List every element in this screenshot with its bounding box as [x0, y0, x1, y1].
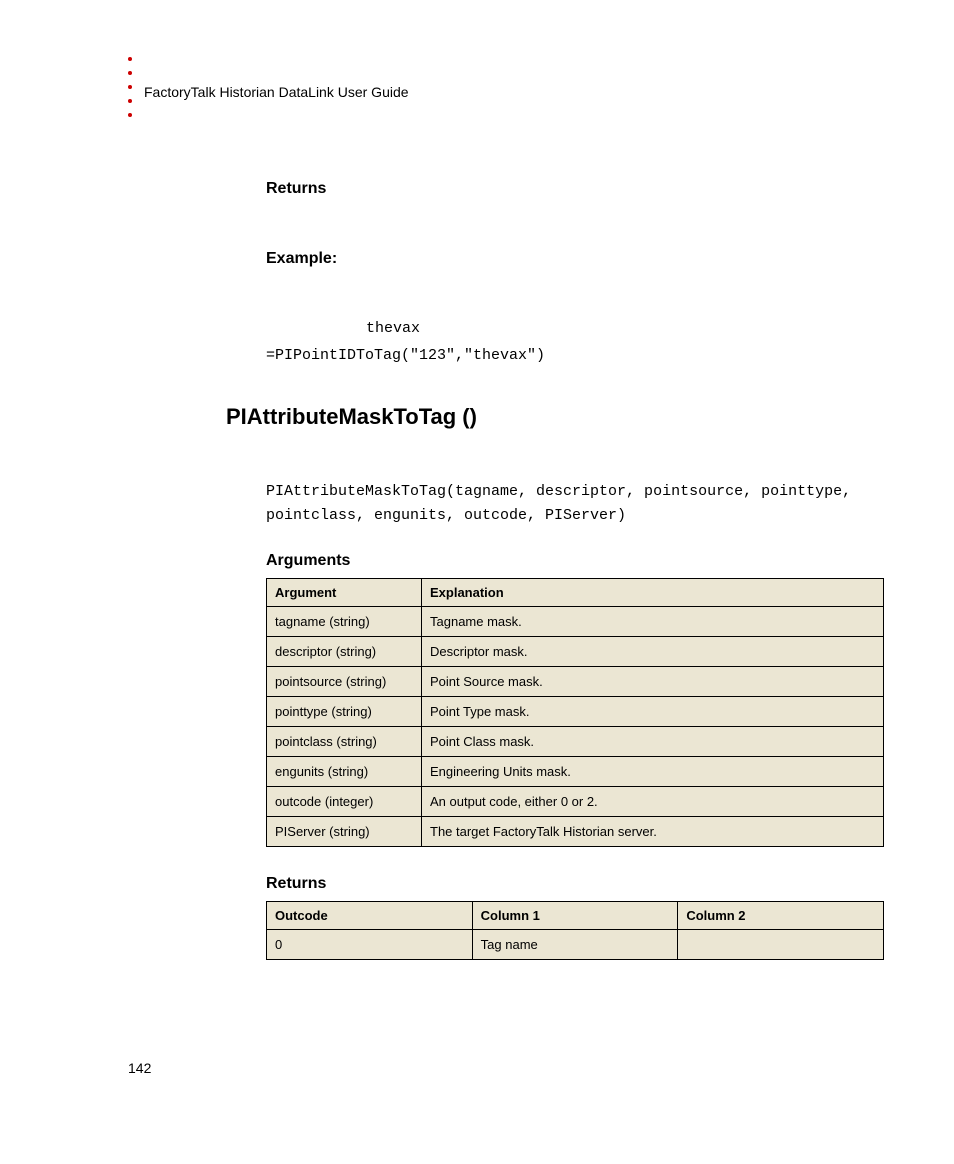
- returns-table: Outcode Column 1 Column 2 0Tag name: [266, 901, 884, 960]
- table-row: pointclass (string)Point Class mask.: [267, 727, 884, 757]
- bullet-icon: [128, 85, 132, 89]
- args-header-explanation: Explanation: [422, 579, 884, 607]
- table-row: descriptor (string)Descriptor mask.: [267, 637, 884, 667]
- example-heading: Example:: [266, 250, 884, 268]
- returns-header-outcode: Outcode: [267, 902, 473, 930]
- returns-cell: [678, 930, 884, 960]
- args-cell-explanation: Tagname mask.: [422, 607, 884, 637]
- args-cell-explanation: Point Type mask.: [422, 697, 884, 727]
- arguments-table: Argument Explanation tagname (string)Tag…: [266, 578, 884, 847]
- args-cell-argument: PIServer (string): [267, 817, 422, 847]
- example-code: =PIPointIDToTag("123","thevax"): [266, 347, 884, 364]
- table-row: PIServer (string)The target FactoryTalk …: [267, 817, 884, 847]
- example-thevax-text: thevax: [366, 320, 884, 337]
- returns-cell: 0: [267, 930, 473, 960]
- args-cell-argument: pointsource (string): [267, 667, 422, 697]
- returns-heading-2: Returns: [266, 875, 884, 893]
- args-cell-argument: descriptor (string): [267, 637, 422, 667]
- table-row: outcode (integer)An output code, either …: [267, 787, 884, 817]
- args-cell-argument: outcode (integer): [267, 787, 422, 817]
- returns-header-col2: Column 2: [678, 902, 884, 930]
- header-bullets: [128, 57, 132, 117]
- table-row: engunits (string)Engineering Units mask.: [267, 757, 884, 787]
- args-cell-explanation: Point Class mask.: [422, 727, 884, 757]
- function-syntax: PIAttributeMaskToTag(tagname, descriptor…: [266, 480, 884, 528]
- args-cell-argument: pointclass (string): [267, 727, 422, 757]
- args-cell-explanation: Point Source mask.: [422, 667, 884, 697]
- returns-heading: Returns: [266, 180, 884, 198]
- args-header-argument: Argument: [267, 579, 422, 607]
- page-number: 142: [128, 1060, 151, 1076]
- arguments-heading: Arguments: [266, 552, 884, 570]
- args-cell-argument: tagname (string): [267, 607, 422, 637]
- args-cell-explanation: The target FactoryTalk Historian server.: [422, 817, 884, 847]
- table-row: pointtype (string)Point Type mask.: [267, 697, 884, 727]
- bullet-icon: [128, 113, 132, 117]
- bullet-icon: [128, 99, 132, 103]
- table-row: pointsource (string)Point Source mask.: [267, 667, 884, 697]
- function-title: PIAttributeMaskToTag (): [226, 404, 884, 430]
- args-cell-explanation: An output code, either 0 or 2.: [422, 787, 884, 817]
- bullet-icon: [128, 71, 132, 75]
- table-row: tagname (string)Tagname mask.: [267, 607, 884, 637]
- table-row: 0Tag name: [267, 930, 884, 960]
- returns-header-col1: Column 1: [472, 902, 678, 930]
- returns-cell: Tag name: [472, 930, 678, 960]
- document-header-title: FactoryTalk Historian DataLink User Guid…: [144, 56, 894, 100]
- args-cell-argument: engunits (string): [267, 757, 422, 787]
- args-cell-explanation: Engineering Units mask.: [422, 757, 884, 787]
- bullet-icon: [128, 57, 132, 61]
- args-cell-argument: pointtype (string): [267, 697, 422, 727]
- args-cell-explanation: Descriptor mask.: [422, 637, 884, 667]
